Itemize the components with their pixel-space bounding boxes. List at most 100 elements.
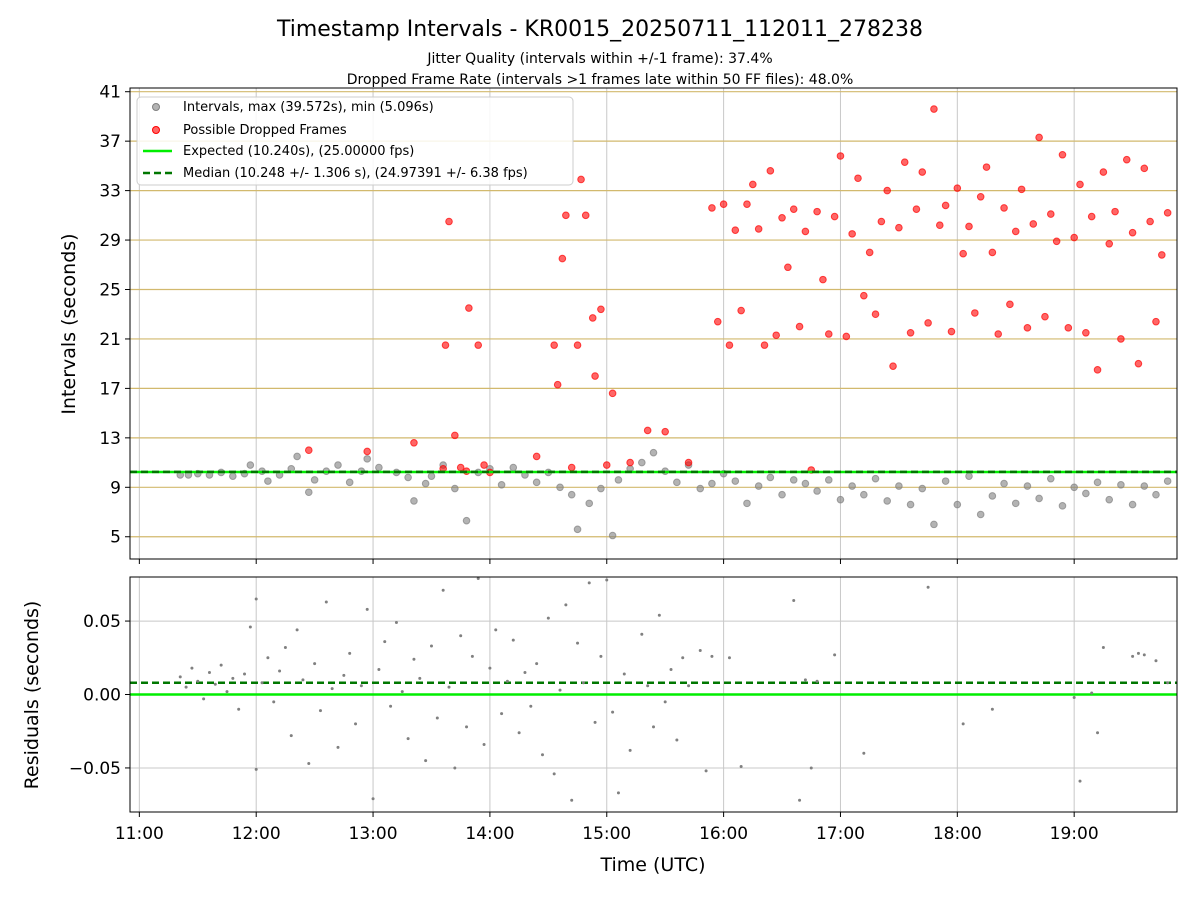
dropped-frame-point: [836, 152, 845, 160]
residual-point: [476, 576, 480, 580]
x-tick-label: 16:00: [699, 824, 748, 844]
residual-point: [815, 679, 819, 683]
interval-point: [649, 448, 658, 457]
residual-point: [652, 725, 655, 729]
interval-point: [638, 458, 646, 467]
interval-point: [801, 479, 810, 488]
residual-point: [792, 599, 796, 602]
residual-point: [1090, 691, 1094, 695]
dropped-frame-point: [935, 221, 944, 230]
interval-point: [310, 476, 319, 484]
interval-point: [1117, 481, 1125, 489]
residual-point: [371, 797, 375, 801]
residual-point: [646, 684, 650, 688]
dropped-frame-point: [731, 226, 740, 234]
residuals-points: [178, 576, 1170, 802]
residual-point: [576, 641, 580, 645]
dropped-frame-point: [597, 305, 605, 314]
residual-point: [307, 762, 311, 766]
residuals-x-ticks: 11:00 12:00 13:00 14:00 15:00 16:00 17:00 18:00…: [115, 812, 1099, 844]
dropped-frame-point: [1052, 237, 1061, 246]
dropped-frame-point: [643, 426, 652, 435]
residual-point: [196, 679, 200, 683]
dropped-frame-point: [1128, 228, 1137, 237]
legend-label-median: Median (10.248 +/- 1.306 s), (24.97391 +…: [183, 166, 528, 181]
interval-point: [1128, 500, 1137, 509]
residual-point: [295, 628, 299, 632]
intervals-x-ticks: [138, 559, 1075, 564]
dropped-frame-point: [819, 275, 827, 284]
dropped-frame-point: [684, 458, 693, 467]
dropped-frame-point: [976, 192, 985, 201]
residual-point: [225, 690, 229, 694]
residual-point: [190, 666, 194, 670]
interval-point: [293, 452, 301, 461]
dropped-frame-point: [795, 322, 804, 331]
dropped-frame-point: [363, 447, 372, 456]
interval-point: [1152, 490, 1160, 499]
interval-point: [1058, 502, 1067, 510]
interval-point: [708, 479, 716, 488]
residual-point: [389, 704, 393, 708]
residual-point: [453, 766, 457, 770]
dropped-frame-point: [965, 222, 973, 231]
residual-point: [248, 625, 252, 629]
residual-point: [505, 679, 509, 683]
dropped-frame-point: [553, 380, 562, 389]
residual-point: [348, 651, 352, 655]
intervals-y-axis-label: Intervals (seconds): [58, 233, 80, 414]
dropped-frame-point: [445, 217, 453, 226]
residual-point: [447, 685, 451, 689]
residual-point: [1078, 779, 1082, 783]
residual-point: [809, 766, 813, 770]
dropped-frame-point: [1140, 164, 1149, 173]
residuals-reference-lines: [130, 681, 1177, 696]
dropped-frame-point: [930, 105, 938, 113]
residual-point: [669, 668, 673, 672]
interval-point: [1093, 478, 1102, 487]
intervals-y-tick-label: 37: [99, 132, 121, 152]
x-axis-label: Time (UTC): [599, 854, 705, 876]
residual-point: [266, 656, 270, 660]
dropped-frame-point: [947, 327, 956, 336]
x-tick-label: 12:00: [232, 824, 281, 844]
chart-subtitle-dropped: Dropped Frame Rate (intervals >1 frames …: [347, 72, 854, 88]
residual-point: [687, 684, 691, 688]
residual-point: [564, 603, 568, 607]
dropped-frame-point: [550, 341, 558, 349]
dropped-frame-point: [1099, 168, 1108, 176]
residual-point: [990, 707, 994, 711]
x-tick-label: 14:00: [465, 824, 514, 844]
residual-point: [581, 681, 585, 685]
dropped-frame-point: [988, 248, 997, 257]
x-tick-label: 19:00: [1050, 824, 1099, 844]
residual-point: [470, 654, 474, 658]
interval-point: [1023, 482, 1032, 490]
residual-point: [529, 704, 533, 708]
interval-point: [824, 476, 833, 484]
interval-point: [673, 478, 681, 487]
dropped-frame-point: [941, 201, 950, 210]
interval-point: [451, 484, 459, 493]
dropped-frame-point: [1000, 204, 1008, 212]
residual-point: [260, 681, 264, 685]
residual-point: [599, 654, 603, 658]
residual-point: [318, 709, 322, 713]
residual-point: [365, 607, 369, 611]
intervals-y-tick-label: 41: [99, 83, 121, 103]
dropped-frame-point: [743, 200, 751, 209]
residual-point: [552, 772, 556, 776]
dropped-frame-point: [558, 254, 567, 263]
chart-title: Timestamp Intervals - KR0015_20250711_11…: [276, 17, 923, 42]
dropped-frame-point: [725, 341, 734, 349]
chart-subtitle-jitter: Jitter Quality (intervals within +/-1 fr…: [426, 51, 772, 67]
intervals-plot-frame: [129, 87, 1178, 560]
dropped-frame-point: [474, 341, 483, 349]
interval-point: [497, 481, 506, 489]
dropped-frame-point: [1082, 328, 1090, 337]
dropped-frame-point: [1011, 227, 1020, 236]
interval-point: [813, 487, 821, 495]
dropped-frame-point: [1105, 239, 1114, 248]
interval-point: [766, 473, 775, 482]
dropped-frame-point: [766, 167, 775, 175]
